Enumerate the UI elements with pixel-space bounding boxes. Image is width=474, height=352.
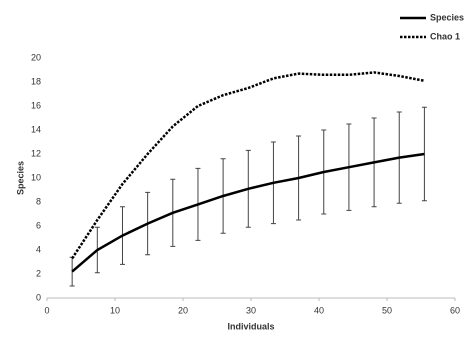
y-tick-label: 2 (36, 268, 41, 278)
x-tick-label: 0 (44, 305, 49, 315)
y-tick-label: 20 (31, 52, 41, 62)
y-tick-label: 6 (36, 220, 41, 230)
series-line (71, 152, 425, 273)
y-tick-label: 4 (36, 244, 41, 254)
legend-label: Species (430, 12, 464, 22)
x-tick-label: 10 (110, 305, 120, 315)
x-tick-label: 30 (246, 305, 256, 315)
y-axis-title: Species (15, 161, 25, 195)
y-tick-label: 8 (36, 196, 41, 206)
series-line (71, 71, 425, 260)
x-tick-label: 40 (314, 305, 324, 315)
x-tick-label: 60 (450, 305, 460, 315)
y-tick-label: 14 (31, 124, 41, 134)
y-tick-label: 12 (31, 148, 41, 158)
y-tick-label: 10 (31, 172, 41, 182)
x-axis-title: Individuals (227, 321, 274, 331)
y-tick-label: 16 (31, 100, 41, 110)
y-tick-label: 0 (36, 292, 41, 302)
x-tick-label: 20 (178, 305, 188, 315)
legend-label: Chao 1 (430, 31, 460, 41)
y-tick-label: 18 (31, 76, 41, 86)
x-tick-label: 50 (382, 305, 392, 315)
